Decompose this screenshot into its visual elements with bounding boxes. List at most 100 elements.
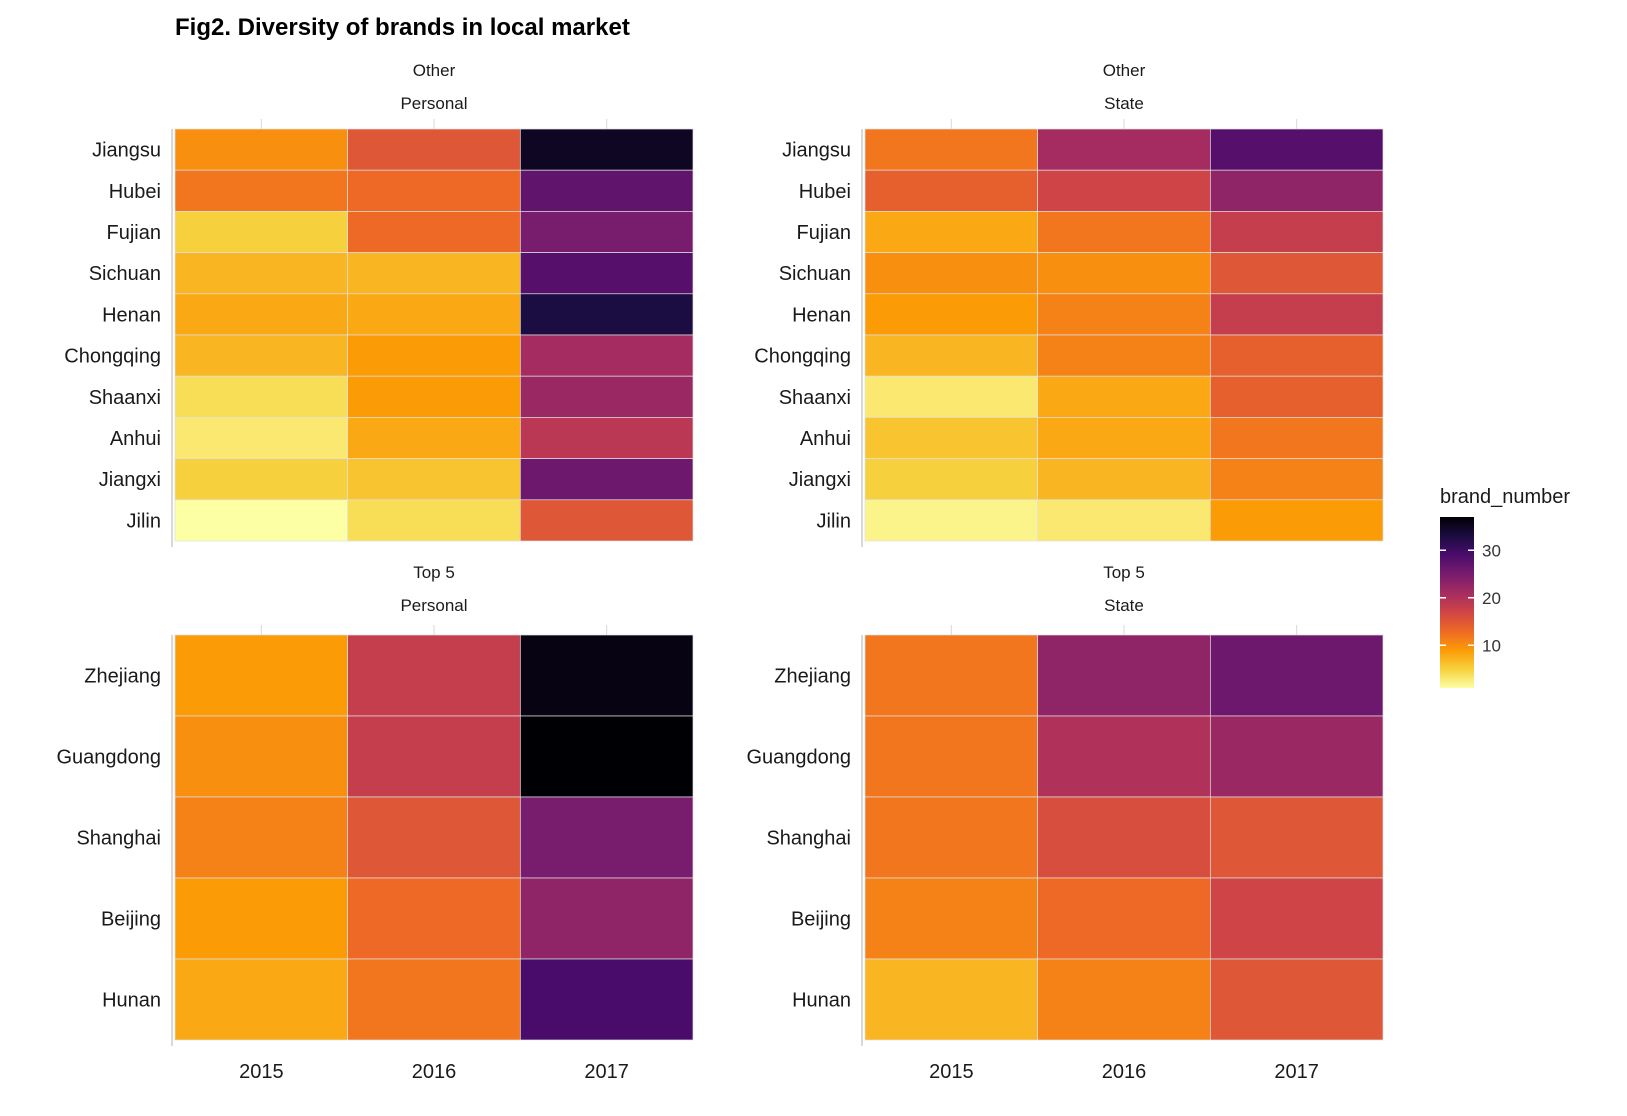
heatmap-cell [1037,458,1211,501]
y-tick-label: Beijing [101,909,161,931]
y-tick-label: Henan [792,304,851,326]
panel-other-state: Other State Jiangsu Hubei Fujian Sichuan Henan… [754,61,1384,547]
strip-label-type: Personal [400,596,467,615]
heatmap-cell [1209,252,1384,295]
y-tick-label: Jiangxi [789,469,851,491]
heatmap-cell [347,877,521,960]
y-tick-label: Beijing [791,909,851,931]
heatmap-cell [519,877,694,960]
y-tick-label: Sichuan [779,263,851,285]
heatmap-cell [864,334,1039,377]
legend-colorbar [1440,517,1474,688]
heatmap-cell [1209,499,1384,542]
heatmap-cell [1037,128,1211,171]
y-tick-label: Jiangsu [782,140,851,162]
y-tick-label: Anhui [800,428,851,450]
heatmap-cell [519,417,694,459]
heatmap-cell [347,211,521,253]
heatmap-cell [864,211,1039,253]
heatmap-cell [519,252,694,295]
heatmap-cell [864,252,1039,295]
y-tick-label: Anhui [110,428,161,450]
y-tick-label: Zhejiang [774,666,851,688]
heatmap-cell [1037,293,1211,336]
heatmap-cell [347,293,521,336]
y-tick-label: Zhejiang [84,666,161,688]
y-tick-label: Hunan [792,990,851,1012]
x-tick-label: 2017 [1274,1061,1319,1083]
heatmap-cell [864,958,1039,1041]
heatmap-cell [1209,211,1384,253]
heatmap-cell [1037,877,1211,960]
y-tick-label: Guangdong [746,747,851,769]
heatmap-cell [1209,634,1384,717]
heatmap-cell [174,958,349,1041]
heatmap-cell [174,334,349,377]
heatmap-cell [1209,715,1384,798]
heatmap-cell [1209,877,1384,960]
x-tick-label: 2016 [1102,1061,1147,1083]
heatmap-cell [1209,334,1384,377]
heatmap-cell [174,458,349,501]
heatmap-cell [174,252,349,295]
heatmap-cell [864,499,1039,542]
heatmap-cell [864,169,1039,212]
heatmap-cell [347,334,521,377]
legend-tick-label: 10 [1482,636,1501,655]
heatmap-cell [864,634,1039,717]
heatmap-cell [1037,375,1211,418]
x-tick-label: 2016 [412,1061,457,1083]
heatmap-cell [347,458,521,501]
y-tick-label: Jiangxi [99,469,161,491]
heatmap-cell [347,375,521,418]
x-tick-label: 2015 [929,1061,974,1083]
heatmap-cell [519,169,694,212]
heatmap-cell [1037,417,1211,459]
heatmap-cell [1037,211,1211,253]
x-tick-label: 2017 [584,1061,629,1083]
heatmap-cell [347,128,521,171]
y-tick-label: Shanghai [76,828,161,850]
strip-label-type: Personal [400,94,467,113]
heatmap-cell [1209,958,1384,1041]
strip-label-group: Other [413,61,456,80]
heatmap-cell [864,293,1039,336]
y-tick-label: Jiangsu [92,140,161,162]
heatmap-cell [1037,334,1211,377]
heatmap-cell [1209,796,1384,879]
y-tick-label: Hunan [102,990,161,1012]
panel-top5-state: Top 5 State Zhejiang Guangdong Shanghai Beiji… [746,563,1384,1083]
y-tick-label: Fujian [797,222,851,244]
strip-label-group: Top 5 [413,563,455,582]
panel-other-personal: Other Personal Jiangsu Hubei Fujian Sichuan He… [64,61,694,547]
heatmap-cell [174,499,349,542]
heatmap-cell [519,715,694,798]
heatmap-cell [519,458,694,501]
heatmap-cell [519,334,694,377]
y-tick-label: Chongqing [754,346,851,368]
heatmap-cell [1037,958,1211,1041]
heatmap-cell [1037,796,1211,879]
heatmap-cell [1037,252,1211,295]
strip-label-group: Top 5 [1103,563,1145,582]
heatmap-cell [864,877,1039,960]
y-tick-label: Jilin [817,510,851,532]
legend: brand_number 10 20 30 [1440,486,1570,688]
heatmap-cell [1209,458,1384,501]
y-tick-label: Chongqing [64,346,161,368]
y-tick-label: Fujian [107,222,161,244]
legend-title: brand_number [1440,486,1570,508]
heatmap-cell [519,499,694,542]
y-tick-label: Guangdong [56,747,161,769]
y-tick-label: Shanghai [766,828,851,850]
heatmap-cell [1037,715,1211,798]
heatmap-cell [519,634,694,717]
heatmap-cell [1209,169,1384,212]
y-tick-label: Jilin [127,510,161,532]
heatmap-cell [347,252,521,295]
heatmap-cell [347,796,521,879]
heatmap-cell [519,375,694,418]
strip-label-type: State [1104,94,1144,113]
x-tick-label: 2015 [239,1061,284,1083]
heatmap-cell [864,458,1039,501]
